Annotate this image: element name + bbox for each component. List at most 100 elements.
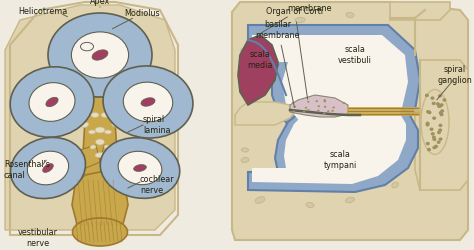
- Ellipse shape: [438, 137, 443, 141]
- Ellipse shape: [432, 102, 436, 105]
- Ellipse shape: [29, 82, 75, 122]
- Polygon shape: [290, 95, 348, 117]
- Polygon shape: [238, 35, 278, 105]
- Ellipse shape: [332, 106, 335, 108]
- Ellipse shape: [242, 148, 248, 152]
- Ellipse shape: [303, 111, 305, 113]
- Ellipse shape: [436, 102, 440, 106]
- Polygon shape: [390, 2, 450, 20]
- Ellipse shape: [327, 110, 329, 112]
- Ellipse shape: [10, 138, 85, 198]
- Ellipse shape: [95, 127, 105, 133]
- Ellipse shape: [432, 136, 436, 139]
- Ellipse shape: [90, 145, 96, 149]
- Ellipse shape: [100, 138, 180, 198]
- Ellipse shape: [104, 145, 110, 149]
- Ellipse shape: [440, 109, 444, 113]
- Polygon shape: [72, 145, 100, 168]
- Ellipse shape: [425, 94, 429, 97]
- Ellipse shape: [293, 106, 296, 108]
- Ellipse shape: [426, 122, 429, 125]
- Ellipse shape: [72, 32, 128, 78]
- Ellipse shape: [141, 98, 155, 106]
- Ellipse shape: [307, 101, 310, 103]
- Ellipse shape: [324, 106, 326, 108]
- Ellipse shape: [427, 148, 431, 151]
- Ellipse shape: [43, 164, 54, 172]
- Ellipse shape: [27, 151, 69, 185]
- Ellipse shape: [317, 110, 319, 112]
- Ellipse shape: [316, 100, 318, 102]
- Ellipse shape: [432, 146, 437, 149]
- Ellipse shape: [421, 90, 449, 154]
- Polygon shape: [232, 2, 468, 240]
- Text: scala
tympani: scala tympani: [323, 150, 356, 170]
- Ellipse shape: [426, 142, 430, 145]
- Ellipse shape: [292, 110, 295, 112]
- Ellipse shape: [430, 96, 434, 100]
- Polygon shape: [100, 145, 128, 168]
- Polygon shape: [252, 35, 408, 134]
- Ellipse shape: [426, 110, 430, 114]
- Ellipse shape: [134, 164, 146, 172]
- Ellipse shape: [437, 104, 441, 108]
- Text: vestibular
nerve: vestibular nerve: [18, 228, 58, 248]
- Ellipse shape: [384, 47, 392, 53]
- Ellipse shape: [241, 47, 249, 53]
- Polygon shape: [252, 100, 406, 184]
- Ellipse shape: [104, 130, 111, 134]
- Polygon shape: [72, 172, 128, 228]
- Text: spiral
lamina: spiral lamina: [143, 115, 171, 135]
- Polygon shape: [72, 75, 100, 100]
- Text: scala
media: scala media: [247, 50, 273, 70]
- Text: Organ of Corti: Organ of Corti: [266, 8, 323, 99]
- Ellipse shape: [438, 124, 443, 127]
- Ellipse shape: [307, 109, 310, 111]
- Text: basilar
membrane: basilar membrane: [256, 20, 300, 107]
- Ellipse shape: [89, 130, 95, 134]
- Polygon shape: [248, 98, 418, 192]
- Text: scala
vestibuli: scala vestibuli: [338, 45, 372, 65]
- Ellipse shape: [377, 163, 383, 167]
- Ellipse shape: [46, 97, 58, 107]
- Ellipse shape: [428, 111, 431, 114]
- Ellipse shape: [306, 202, 314, 207]
- Ellipse shape: [434, 145, 438, 148]
- Ellipse shape: [437, 140, 441, 144]
- Ellipse shape: [438, 94, 442, 98]
- Ellipse shape: [437, 131, 441, 134]
- Ellipse shape: [318, 105, 320, 107]
- Ellipse shape: [95, 139, 104, 145]
- Ellipse shape: [256, 27, 264, 33]
- Text: Reissner's
membrane: Reissner's membrane: [260, 0, 332, 34]
- Ellipse shape: [111, 123, 118, 127]
- Text: Rosenthal's
canal: Rosenthal's canal: [4, 160, 50, 180]
- Ellipse shape: [292, 102, 294, 103]
- Ellipse shape: [432, 138, 437, 141]
- Ellipse shape: [439, 113, 444, 116]
- Ellipse shape: [392, 182, 398, 188]
- Ellipse shape: [432, 116, 436, 120]
- Ellipse shape: [295, 18, 305, 22]
- Ellipse shape: [92, 50, 108, 60]
- Ellipse shape: [323, 99, 326, 101]
- Text: spiral
ganglion: spiral ganglion: [438, 65, 473, 85]
- Ellipse shape: [431, 132, 435, 136]
- Ellipse shape: [73, 218, 128, 246]
- Ellipse shape: [346, 12, 354, 18]
- Ellipse shape: [346, 197, 355, 203]
- Polygon shape: [90, 60, 110, 80]
- Text: Helicotrema: Helicotrema: [18, 8, 67, 16]
- Ellipse shape: [241, 158, 249, 162]
- Ellipse shape: [246, 83, 254, 87]
- Ellipse shape: [81, 122, 89, 128]
- Polygon shape: [248, 25, 420, 145]
- Ellipse shape: [101, 112, 109, 117]
- Ellipse shape: [331, 110, 334, 112]
- Polygon shape: [415, 60, 468, 190]
- Ellipse shape: [440, 103, 444, 107]
- Ellipse shape: [48, 13, 152, 97]
- Ellipse shape: [95, 152, 105, 158]
- Ellipse shape: [323, 112, 326, 114]
- Polygon shape: [5, 5, 175, 230]
